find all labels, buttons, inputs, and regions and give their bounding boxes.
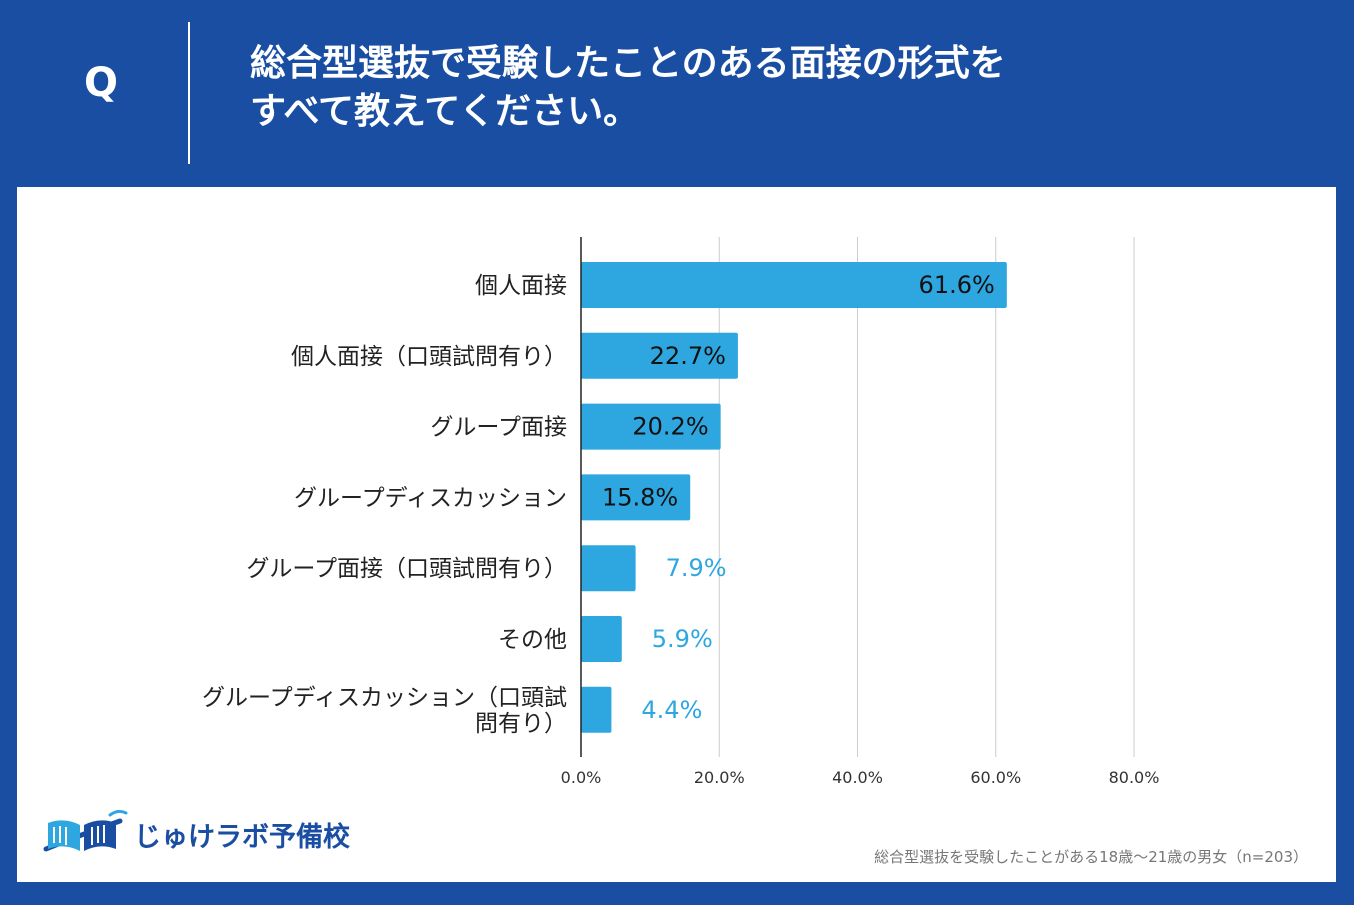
bar xyxy=(581,545,636,592)
bar-chart: 0.0% 20.0% 40.0% 60.0% 80.0% 61.6% 個人面接 22.7% 個人… xyxy=(202,237,1160,787)
x-tick-label: 20.0% xyxy=(694,768,745,787)
bar xyxy=(581,262,1007,308)
x-tick-label: 80.0% xyxy=(1109,768,1160,787)
question-title-line-2: すべて教えてください。 xyxy=(250,91,640,132)
logo-text: じゅけラボ予備校 xyxy=(134,821,350,853)
bar xyxy=(581,474,691,521)
chart-panel: 0.0% 20.0% 40.0% 60.0% 80.0% 61.6% 個人面接 22.7% 個人… xyxy=(17,187,1336,882)
bar-value-label: 4.4% xyxy=(641,696,702,724)
category-label: グループ面接 xyxy=(430,415,567,441)
category-label: 個人面接 xyxy=(475,273,567,299)
category-label: 個人面接（口頭試問有り） xyxy=(291,344,567,370)
bar xyxy=(581,332,738,379)
bar-value-label: 22.7% xyxy=(650,342,726,370)
x-tick-label: 0.0% xyxy=(561,768,602,787)
question-label: Q xyxy=(84,60,119,106)
x-tick-label: 60.0% xyxy=(970,768,1021,787)
bar-value-label: 7.9% xyxy=(666,554,727,582)
question-title: 総合型選抜で受験したことのある面接の形式を すべて教えてください。 xyxy=(250,40,1250,136)
bar-value-label: 20.2% xyxy=(632,413,708,441)
category-label: グループディスカッション（口頭試 xyxy=(202,685,567,711)
question-title-line-1: 総合型選抜で受験したことのある面接の形式を xyxy=(250,43,1006,84)
category-label: グループディスカッション xyxy=(294,485,567,511)
bar xyxy=(581,686,612,733)
bar-value-label: 15.8% xyxy=(602,483,678,511)
category-label: グループ面接（口頭試問有り） xyxy=(246,556,567,582)
bar xyxy=(581,403,721,450)
bar xyxy=(581,616,622,662)
sample-footnote: 総合型選抜を受験したことがある18歳～21歳の男女（n=203） xyxy=(874,848,1308,866)
bar-value-label: 61.6% xyxy=(919,271,995,299)
header-divider xyxy=(188,22,190,164)
open-book-logo-icon xyxy=(43,809,128,852)
brand-logo: じゅけラボ予備校 xyxy=(40,805,350,863)
category-label: 問有り） xyxy=(475,711,567,737)
category-label: その他 xyxy=(498,627,567,653)
x-tick-label: 40.0% xyxy=(832,768,883,787)
bar-value-label: 5.9% xyxy=(652,625,713,653)
